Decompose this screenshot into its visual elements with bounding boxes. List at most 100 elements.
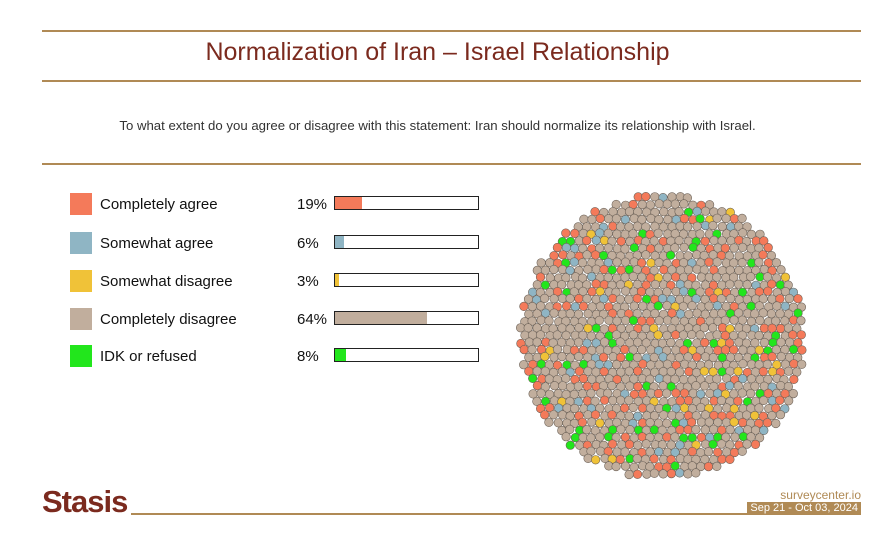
bubble [590, 396, 600, 406]
bubble [519, 301, 529, 311]
bubble [670, 432, 680, 442]
bubble [649, 425, 659, 435]
bubble [737, 258, 747, 268]
bubble [549, 264, 559, 275]
bubble [612, 257, 622, 267]
legend-label: Somewhat agree [100, 235, 214, 252]
bubble [725, 338, 735, 348]
bar-track [334, 235, 479, 249]
bar-track [334, 196, 479, 210]
bubble [527, 316, 537, 326]
bubble [730, 432, 740, 442]
bubble [784, 293, 795, 304]
bubble [646, 345, 656, 355]
bubble [604, 315, 614, 325]
bubble [797, 345, 807, 355]
bubble [619, 403, 630, 413]
bubble [737, 213, 747, 224]
bubble [582, 294, 592, 304]
bubble [620, 315, 631, 325]
bar [335, 274, 340, 286]
bubble [590, 410, 601, 420]
bubble [591, 264, 601, 274]
bubble [692, 352, 702, 362]
bubble [796, 330, 806, 340]
bubble [700, 352, 711, 362]
bubble [691, 411, 701, 421]
bubble [738, 345, 748, 355]
value-label: 8% [297, 348, 319, 365]
bubble [746, 388, 756, 399]
bubble [717, 323, 728, 333]
bubble [717, 454, 727, 464]
bubble [638, 301, 648, 311]
bubble [729, 243, 739, 253]
bubble [720, 345, 731, 355]
bubble [708, 220, 718, 231]
bubble [679, 213, 689, 224]
bubble [641, 323, 651, 334]
bubble [683, 425, 693, 435]
bubble [653, 228, 663, 238]
bubble [590, 455, 601, 465]
bubble [708, 323, 718, 333]
bubble [737, 446, 747, 456]
bubble [528, 373, 538, 383]
bubble [755, 433, 765, 443]
bubble [662, 300, 672, 311]
bubble [691, 425, 701, 435]
bubble [737, 315, 747, 325]
bubble [691, 280, 701, 290]
bubble [733, 396, 743, 406]
bubble [603, 243, 614, 253]
bubble [703, 462, 714, 472]
bubble [687, 301, 697, 311]
bubble [616, 424, 626, 434]
bubble [624, 469, 634, 480]
bubble [649, 323, 659, 333]
bubble [729, 272, 739, 282]
bubble [540, 352, 550, 362]
bubble [586, 433, 596, 443]
bubble [671, 388, 681, 398]
bubble [683, 469, 693, 479]
bubble [729, 214, 739, 224]
bubble [544, 316, 554, 326]
bubble [577, 273, 588, 283]
top-rule [42, 30, 861, 32]
bubble [570, 403, 580, 414]
bubble [595, 286, 605, 296]
bubble [553, 418, 563, 428]
bubble [700, 206, 711, 216]
bubble [703, 447, 714, 457]
bubble [788, 344, 799, 354]
bubble [678, 301, 688, 311]
bubble [729, 404, 739, 414]
bubble [611, 214, 621, 224]
bubble [712, 330, 722, 340]
bubble [762, 359, 772, 369]
bubble [587, 214, 597, 225]
bubble [713, 447, 723, 457]
bubble [671, 272, 681, 282]
bubble [628, 271, 638, 282]
bubble [582, 425, 592, 435]
bubble [704, 257, 714, 267]
bubble [578, 301, 589, 311]
legend-label: Somewhat disagree [100, 273, 233, 290]
bubble [611, 360, 622, 370]
bubble [587, 417, 597, 427]
bar-track [334, 348, 479, 362]
bubble [557, 352, 567, 362]
bubble [759, 395, 769, 405]
bubble [684, 367, 694, 377]
bubble [696, 402, 706, 413]
bubble [775, 395, 785, 405]
bubble [678, 330, 688, 340]
bubble [632, 221, 643, 231]
bubble [582, 396, 592, 406]
bubble [733, 381, 743, 391]
bubble [763, 286, 773, 296]
bubble [699, 366, 709, 376]
bubble [646, 213, 656, 224]
